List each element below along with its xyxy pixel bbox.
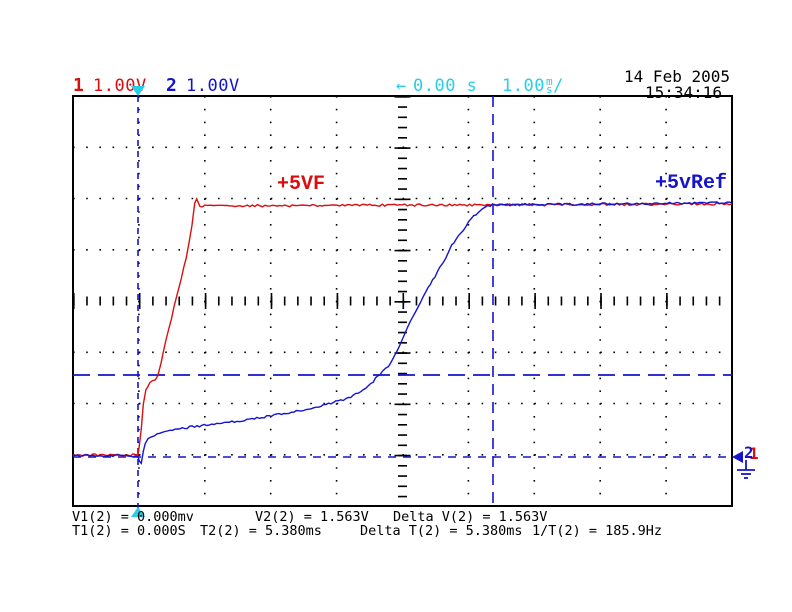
channel-1-scale: 1.00V (93, 76, 147, 96)
channel-2-scale: 1.00V (186, 76, 240, 96)
timebase-unit-bottom: s (546, 83, 554, 96)
graticule (72, 95, 733, 507)
trace-+5vRef (72, 201, 732, 465)
measurement-t2: T2(2) = 5.380ms (200, 523, 322, 539)
cursors (73, 96, 732, 517)
measurement-frequency: 1/T(2) = 185.9Hz (532, 523, 663, 539)
timebase-slash: / (553, 76, 564, 96)
scope-display: 1 2 (72, 86, 759, 517)
trace-2-label: +5vRef (655, 172, 728, 195)
trace-1-label: +5VF (277, 173, 326, 196)
ground-symbol-icon (737, 460, 755, 479)
time-reference-marker-top-icon (131, 86, 145, 96)
time-reference-marker-bottom-icon (131, 507, 145, 517)
timebase-unit: m s / (546, 76, 564, 96)
timebase-scale: 1.00 (502, 76, 545, 96)
channel-1-number: 1 (73, 75, 85, 96)
time-display: 15:34:16 (644, 83, 722, 102)
measurement-delta-t: Delta T(2) = 5.380ms (360, 523, 523, 539)
trigger-delay: 0.00 s (413, 76, 478, 96)
measurement-t1: T1(2) = 0.000S (72, 523, 186, 539)
measurement-delta-v: Delta V(2) = 1.563V (393, 509, 548, 525)
measurement-v2: V2(2) = 1.563V (255, 509, 369, 525)
channel-2-number: 2 (166, 75, 178, 96)
channel-2-ground-label: 2 (744, 443, 754, 462)
channel-2-ground-arrow-icon (732, 451, 743, 463)
time-ref-arrow-icon: ← (396, 76, 407, 96)
measurement-v1: V1(2) = 0.000mv (72, 509, 194, 525)
trace-+5VF (72, 197, 733, 458)
date-display: 14 Feb 2005 (624, 67, 730, 86)
waveform-traces (72, 197, 733, 465)
channel-ground-marker: 1 2 (732, 443, 759, 479)
trigger-time-markers (131, 86, 145, 517)
timebase-unit-top: m (546, 75, 554, 88)
channel-1-ground-label: 1 (749, 444, 759, 463)
